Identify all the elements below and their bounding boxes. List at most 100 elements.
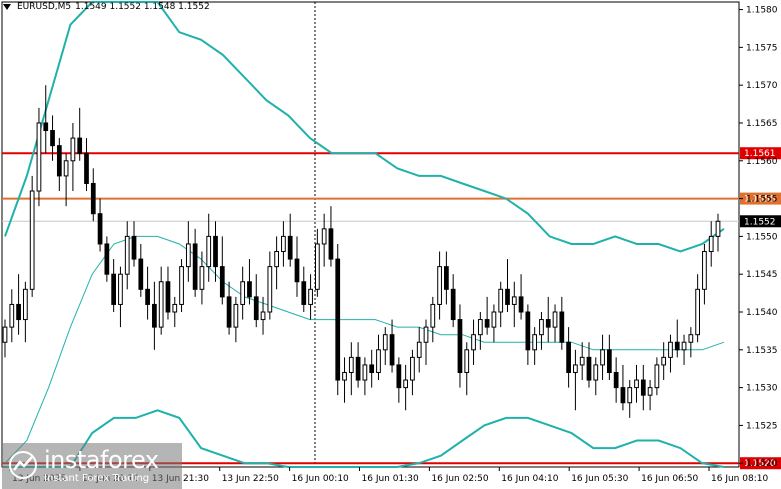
candle-body [152, 303, 157, 328]
price-tick-label: 1.1555 [746, 195, 778, 205]
candle-body [111, 273, 117, 305]
candle-body [600, 349, 605, 366]
candle-body [376, 349, 381, 373]
candle-body [559, 311, 565, 343]
candle-body [158, 281, 164, 328]
candle-body [566, 341, 571, 373]
watermark-brand: instaforex [44, 445, 159, 474]
symbol-label: EURUSD,M5 [17, 2, 72, 12]
price-tick-label: 1.1540 [746, 308, 778, 318]
candle-body [681, 341, 687, 351]
candle-body [505, 288, 510, 305]
price-tick-label: 1.1580 [746, 6, 778, 16]
price-tick-label: 1.1550 [746, 232, 778, 242]
dropdown-triangle-icon[interactable] [3, 4, 11, 10]
candle-body [634, 379, 639, 389]
candle-body [708, 235, 714, 253]
candle-body [437, 266, 442, 305]
candle-body [450, 288, 456, 321]
candle-body [9, 303, 15, 328]
candle-body [661, 356, 667, 366]
time-tick-label: 16 Jun 08:10 [711, 474, 768, 484]
candle-body [491, 311, 497, 328]
candle-body [403, 379, 409, 389]
price-tick-label: 1.1530 [746, 384, 778, 394]
candle-body [97, 213, 103, 245]
candle-body [2, 326, 8, 343]
candle-body [138, 258, 144, 290]
chart-header: EURUSD,M5 1.1549 1.1552 1.1548 1.1552 [3, 2, 210, 12]
candle-body [192, 243, 198, 290]
candle-body [545, 319, 551, 328]
candle-body [145, 288, 150, 305]
candle-body [695, 288, 700, 336]
candle-body [179, 266, 184, 305]
price-level-tag [740, 457, 781, 470]
candle-body [342, 371, 347, 381]
candle-body [314, 243, 320, 290]
candle-body [172, 303, 178, 313]
price-level-tag-text: 1.1555 [744, 195, 776, 205]
candle-body [362, 364, 368, 381]
candle-body [124, 235, 130, 275]
candle-body [308, 288, 313, 305]
candle-body [647, 387, 653, 396]
candle-body [484, 319, 490, 328]
price-tick-label: 1.1545 [746, 270, 778, 280]
candle-body [199, 266, 205, 290]
time-tick-label: 16 Jun 05:30 [571, 474, 628, 484]
candle-body [233, 303, 239, 328]
candle-body [389, 334, 395, 366]
candle-body [579, 356, 585, 366]
candle-body [355, 356, 361, 381]
candle-body [253, 296, 259, 321]
candle-body [16, 303, 21, 321]
candle-body [260, 311, 266, 321]
candle-body [131, 235, 137, 260]
candle-body [688, 334, 694, 343]
candle-body [715, 220, 721, 237]
price-tick-label: 1.1565 [746, 119, 778, 129]
candle-body [532, 334, 538, 351]
candle-body [477, 319, 483, 336]
ohlc-values: 1.1549 1.1552 1.1548 1.1552 [75, 2, 210, 12]
candle-body [104, 243, 110, 275]
candle-body [165, 281, 171, 313]
candle-body [29, 190, 35, 290]
price-level-tag [740, 192, 781, 205]
candle-body [206, 235, 212, 268]
candle-body [674, 341, 680, 351]
candle-body [410, 356, 415, 381]
candle-body [43, 122, 49, 132]
candle-body [539, 319, 544, 336]
candle-body [36, 122, 42, 192]
candle-body [321, 228, 327, 245]
candle-body [369, 364, 375, 373]
candle-body [118, 273, 123, 305]
price-level-tag [740, 215, 781, 228]
price-axis: 1.1580 1.1575 1.1570 1.1565 1.1560 1.1555 1.15… [739, 6, 778, 469]
candle-body [620, 387, 626, 404]
time-tick-label: 16 Jun 00:10 [292, 474, 349, 484]
candle-body [511, 296, 517, 305]
candle-body [593, 364, 599, 381]
price-tick-label: 1.1535 [746, 346, 778, 356]
candle-body [240, 281, 246, 305]
candle-body [90, 182, 96, 215]
candle-body [77, 137, 83, 154]
candles [2, 85, 721, 418]
candle-body [281, 235, 286, 253]
candle-body [613, 371, 619, 389]
candle-body [552, 311, 558, 328]
time-tick-label: 16 Jun 06:50 [641, 474, 698, 484]
candle-body [294, 258, 300, 283]
price-tick-label: 1.1575 [746, 43, 778, 53]
candle-body [518, 296, 524, 313]
candle-body [382, 334, 388, 351]
time-tick-label: 16 Jun 02:50 [431, 474, 488, 484]
price-tick-label: 1.1525 [746, 421, 778, 431]
candle-body [226, 296, 232, 328]
price-tick-label: 1.1520 [746, 459, 778, 469]
